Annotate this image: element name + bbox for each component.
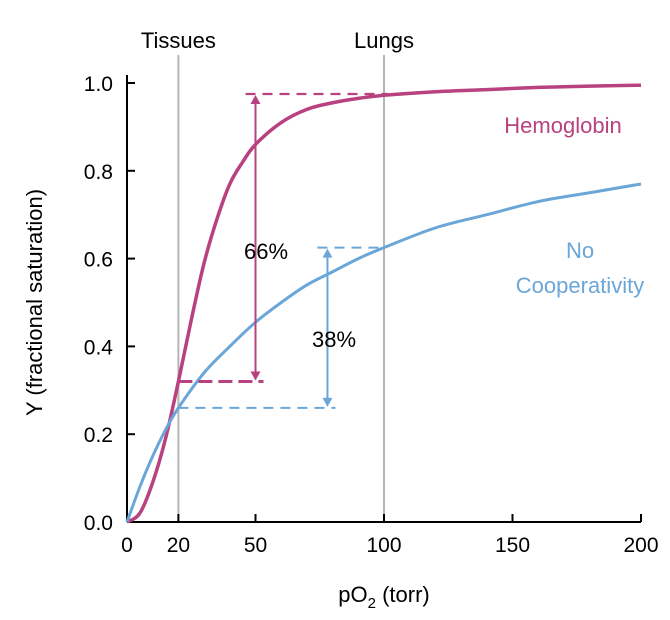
series-label-hemoglobin: Hemoglobin — [504, 113, 621, 138]
no-cooperativity-curve — [125, 182, 642, 523]
x-tick-label: 200 — [623, 534, 658, 557]
y-tick-label: 1.0 — [84, 73, 113, 96]
x-tick-label: 100 — [366, 534, 401, 557]
x-tick-label: 0 — [121, 534, 133, 557]
y-tick-label: 0.2 — [84, 424, 113, 447]
x-tick-label: 20 — [167, 534, 190, 557]
labels: Tissues Lungs pO2 (torr) Y (fractional satu… — [22, 28, 644, 612]
y-axis-label: Y (fractional saturation) — [22, 189, 47, 416]
arrow-head — [250, 94, 261, 104]
x-axis-label: pO2 (torr) — [338, 582, 429, 612]
annotations: 66% 38% — [178, 92, 388, 409]
series-label-no-cooperativity-line: No — [566, 238, 594, 263]
hemoglobin-difference-label: 66% — [244, 239, 288, 264]
arrow-head — [322, 248, 333, 258]
x-tick-label: 150 — [495, 534, 530, 557]
no-cooperativity-difference-label: 38% — [312, 327, 356, 352]
x-tick-label: 50 — [244, 534, 267, 557]
arrow-head — [322, 397, 333, 407]
y-tick-label: 0.8 — [84, 161, 113, 184]
series-label-no-cooperativity-line: Cooperativity — [516, 273, 644, 298]
axes: 0.0 0.2 0.4 0.6 0.8 1.0 0 20 50 100 150 200 — [84, 73, 659, 557]
reference-label-lungs: Lungs — [354, 28, 414, 53]
y-tick-label: 0.0 — [84, 512, 113, 535]
arrow-head — [250, 371, 261, 381]
reference-label-tissues: Tissues — [141, 28, 216, 53]
reference-lines — [177, 55, 385, 522]
y-tick-label: 0.4 — [84, 336, 114, 359]
y-tick-label: 0.6 — [84, 249, 113, 272]
